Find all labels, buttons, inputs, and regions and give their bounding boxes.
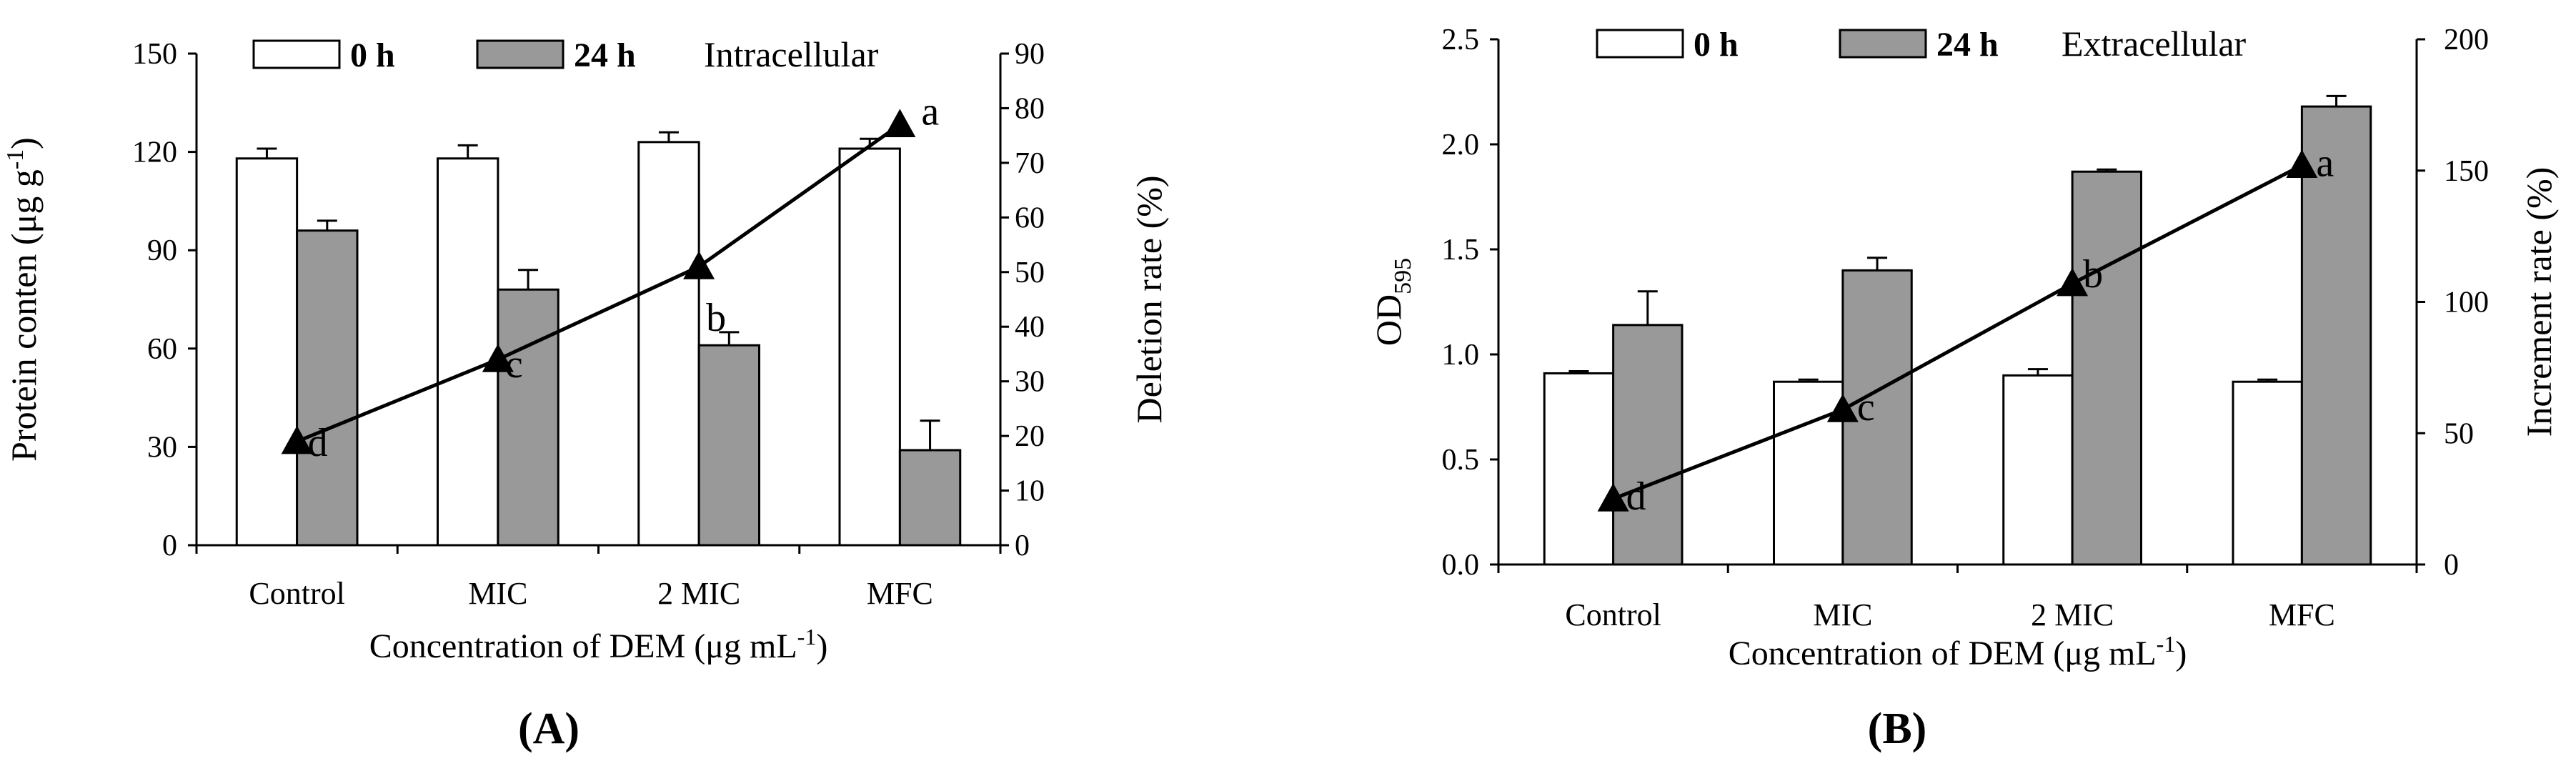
x-tick-label: MFC xyxy=(867,576,933,611)
y-tick-label: 150 xyxy=(132,38,177,71)
significance-label: d xyxy=(1626,474,1646,519)
y-tick-label: 0.0 xyxy=(1442,549,1480,582)
chart-panel-b: 0.0 0.5 1.0 1.5 2.0 2.5 0 50 100 150 200 Control MIC… xyxy=(1368,24,2559,753)
y2-tick-label: 50 xyxy=(2444,417,2474,450)
significance-label: b xyxy=(2083,252,2103,297)
panel-label: (B) xyxy=(1868,705,1927,753)
bar-24h xyxy=(2071,170,2142,566)
bar-24h xyxy=(1612,324,1684,566)
bar-24h xyxy=(898,449,962,547)
y-axis-label: Protein conten (μg g-1) xyxy=(2,137,44,462)
significance-label: c xyxy=(505,342,523,387)
x-tick-label: MIC xyxy=(1813,597,1872,632)
x-tick-label: Control xyxy=(249,576,344,611)
rate-marker xyxy=(482,344,514,372)
y-tick-label: 0.5 xyxy=(1442,444,1480,477)
bar-0h xyxy=(235,157,299,547)
bar-24h xyxy=(697,344,760,547)
significance-label: d xyxy=(308,421,328,465)
y2-tick-label: 60 xyxy=(1015,202,1045,234)
y-tick-label: 1.0 xyxy=(1442,339,1480,372)
y2-tick-label: 70 xyxy=(1015,147,1045,180)
legend-swatch-0h xyxy=(1596,29,1684,59)
y2-tick-label: 100 xyxy=(2444,287,2489,319)
bar-0h xyxy=(2232,380,2303,566)
significance-label: a xyxy=(921,89,939,134)
y-tick-label: 60 xyxy=(147,333,177,366)
panel-label: (A) xyxy=(518,705,580,753)
x-tick-label: MIC xyxy=(468,576,527,611)
rate-marker xyxy=(2057,267,2089,297)
bar-0h xyxy=(838,147,901,547)
rate-line xyxy=(296,123,901,444)
y-tick-label: 1.5 xyxy=(1442,234,1480,267)
significance-label: c xyxy=(1857,385,1875,429)
y2-tick-label: 90 xyxy=(1015,38,1045,71)
y2-tick-label: 0 xyxy=(1015,529,1030,562)
y2-tick-label: 40 xyxy=(1015,311,1045,344)
x-axis-label: Concentration of DEM (μg mL-1) xyxy=(369,624,828,665)
rate-marker xyxy=(2286,149,2318,178)
legend-label-0h: 0 h xyxy=(1694,26,1739,64)
bar-24h xyxy=(296,229,359,547)
y2-axis-label: Increment rate (%) xyxy=(2519,167,2559,437)
y2-axis-label: Deletion rate (%) xyxy=(1129,175,1169,423)
legend-label-24h: 24 h xyxy=(574,36,636,74)
rate-marker xyxy=(683,251,715,279)
bar-0h xyxy=(637,141,700,547)
bar-0h xyxy=(1773,380,1844,566)
rate-marker xyxy=(884,109,916,137)
x-tick-label: MFC xyxy=(2269,597,2335,632)
legend-label-24h: 24 h xyxy=(1936,26,1999,64)
legend-swatch-0h xyxy=(252,39,341,69)
y-tick-label: 90 xyxy=(147,234,177,267)
legend-swatch-24h xyxy=(1839,29,1927,59)
rate-marker xyxy=(281,425,313,454)
bar-0h xyxy=(1543,372,1615,566)
y-tick-label: 30 xyxy=(147,431,177,464)
chart-panel-a: 0 30 60 90 120 150 0 10 20 30 40 50 60 70 80 90 Control M… xyxy=(2,34,1169,753)
rate-marker xyxy=(1826,394,1859,422)
y2-tick-label: 30 xyxy=(1015,366,1045,399)
rate-marker xyxy=(1597,483,1629,512)
y-tick-label: 0 xyxy=(162,529,177,562)
legend-label-0h: 0 h xyxy=(350,36,395,74)
legend-swatch-24h xyxy=(476,39,565,69)
bar-0h xyxy=(437,157,499,547)
x-tick-label: 2 MIC xyxy=(657,576,740,611)
x-tick-label: Control xyxy=(1565,597,1661,632)
x-axis-label: Concentration of DEM (μg mL-1) xyxy=(1729,631,2187,672)
y-tick-label: 2.0 xyxy=(1442,129,1480,161)
significance-label: a xyxy=(2316,141,2334,185)
y2-tick-label: 80 xyxy=(1015,92,1045,125)
y-tick-label: 120 xyxy=(132,136,177,169)
rate-line xyxy=(1612,164,2303,501)
y2-tick-label: 10 xyxy=(1015,475,1045,508)
y-axis-label: OD595 xyxy=(1368,258,1416,346)
panel-annotation: Extracellular xyxy=(2062,24,2247,64)
x-tick-label: 2 MIC xyxy=(2031,597,2114,632)
panel-annotation: Intracellular xyxy=(704,34,879,74)
y2-tick-label: 20 xyxy=(1015,420,1045,453)
significance-label: b xyxy=(706,296,726,340)
bar-0h xyxy=(2002,374,2074,566)
y2-tick-label: 200 xyxy=(2444,24,2489,56)
y-tick-label: 2.5 xyxy=(1442,24,1480,56)
bar-24h xyxy=(497,288,560,547)
y2-tick-label: 50 xyxy=(1015,257,1045,289)
y2-tick-label: 0 xyxy=(2444,549,2459,582)
y2-tick-label: 150 xyxy=(2444,155,2489,188)
